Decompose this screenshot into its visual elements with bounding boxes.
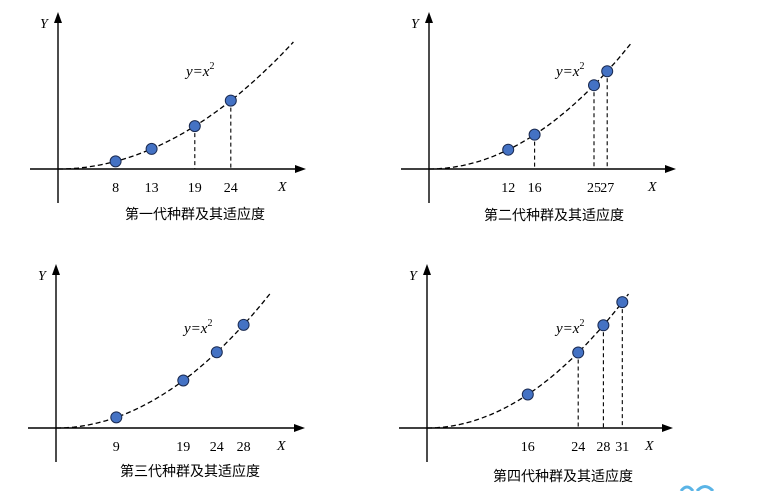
x-axis-label: X — [277, 180, 287, 195]
x-tick-label: 16 — [528, 181, 542, 196]
population-point — [210, 346, 223, 359]
population-point — [237, 318, 250, 331]
x-tick-label: 28 — [596, 440, 610, 455]
y-axis-arrow-icon — [425, 12, 433, 23]
x-axis-arrow-icon — [294, 424, 305, 432]
population-point — [601, 65, 614, 78]
x-axis-label: X — [276, 439, 286, 454]
x-axis-label: X — [644, 439, 654, 454]
watermark-logo-icon — [679, 485, 715, 491]
y-axis-arrow-icon — [54, 12, 62, 23]
population-point — [597, 319, 610, 332]
y-axis-label: Y — [38, 269, 48, 284]
x-tick-label: 24 — [210, 440, 224, 455]
population-point — [224, 94, 237, 107]
population-point — [502, 143, 515, 156]
panel-caption: 第三代种群及其适应度 — [120, 463, 260, 480]
panel-generation-1: Y X 8 13 19 24 y=x2 第一代种群及其适应度 — [30, 12, 306, 223]
population-point — [528, 128, 541, 141]
y-axis-label: Y — [411, 17, 421, 32]
panel-caption: 第一代种群及其适应度 — [125, 206, 265, 223]
y-axis-label: Y — [40, 17, 50, 32]
parabola-curve — [56, 293, 271, 429]
y-axis-arrow-icon — [423, 264, 431, 275]
population-point — [145, 142, 158, 155]
x-tick-label: 16 — [521, 440, 535, 455]
population-point — [110, 411, 123, 424]
parabola-curve — [429, 41, 633, 170]
x-tick-label: 9 — [113, 440, 120, 455]
x-axis-arrow-icon — [295, 165, 306, 173]
population-point — [188, 120, 201, 133]
equation-label: y=x2 — [554, 61, 584, 80]
x-axis-label: X — [647, 180, 657, 195]
panel-generation-3: Y X 9 19 24 28 y=x2 第三代种群及其适应度 — [28, 264, 305, 480]
x-tick-label: 13 — [145, 181, 159, 196]
y-axis-label: Y — [409, 269, 419, 284]
x-tick-label: 27 — [600, 181, 614, 196]
x-tick-label: 12 — [501, 181, 515, 196]
x-tick-label: 8 — [112, 181, 119, 196]
x-tick-label: 19 — [176, 440, 190, 455]
population-point — [616, 296, 629, 309]
population-point — [572, 346, 585, 359]
parabola-curve — [427, 293, 630, 429]
x-tick-label: 31 — [615, 440, 629, 455]
population-point — [109, 155, 122, 168]
equation-label: y=x2 — [182, 318, 212, 337]
x-tick-label: 19 — [188, 181, 202, 196]
panel-caption: 第二代种群及其适应度 — [484, 207, 624, 224]
x-axis-arrow-icon — [662, 424, 673, 432]
x-tick-label: 25 — [587, 181, 601, 196]
x-axis-arrow-icon — [665, 165, 676, 173]
y-axis-arrow-icon — [52, 264, 60, 275]
x-tick-label: 28 — [237, 440, 251, 455]
parabola-curve — [58, 41, 294, 170]
panel-generation-4: Y X 16 24 28 31 y=x2 第四代种群及其适应度 — [399, 264, 673, 485]
panel-caption: 第四代种群及其适应度 — [493, 468, 633, 485]
equation-label: y=x2 — [554, 318, 584, 337]
x-tick-label: 24 — [571, 440, 585, 455]
panel-generation-2: Y X 12 16 25 27 y=x2 第二代种群及其适应度 — [401, 12, 676, 224]
population-point — [588, 79, 600, 92]
population-point — [177, 374, 190, 387]
x-tick-label: 24 — [224, 181, 238, 196]
population-point — [521, 388, 534, 401]
equation-label: y=x2 — [184, 61, 214, 80]
